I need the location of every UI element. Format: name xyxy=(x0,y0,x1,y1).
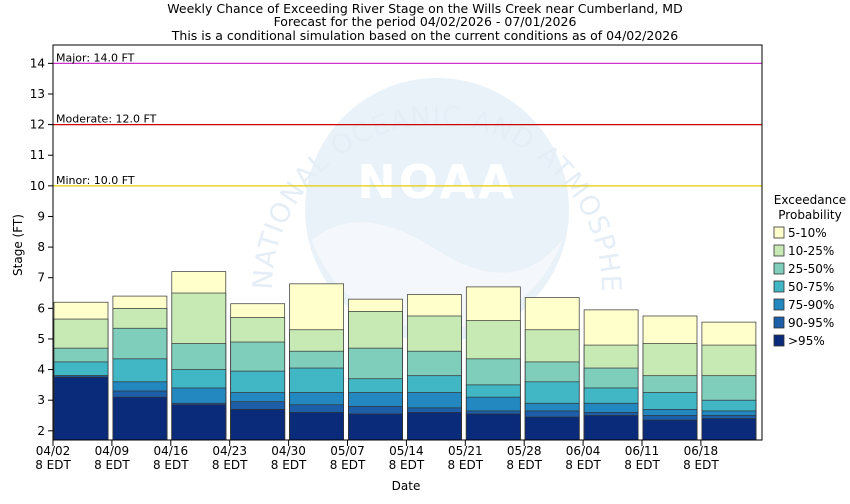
y-tick-label: 6 xyxy=(37,301,45,315)
legend-swatch xyxy=(773,262,785,275)
y-tick-label: 11 xyxy=(30,148,45,162)
chart-title: Weekly Chance of Exceeding River Stage o… xyxy=(167,1,682,43)
x-tick-label-date: 04/02 xyxy=(36,444,71,458)
x-tick-label-date: 04/09 xyxy=(95,444,130,458)
y-tick-label: 4 xyxy=(37,363,45,377)
bar-segment xyxy=(583,415,639,441)
x-tick-label-date: 05/21 xyxy=(448,444,483,458)
x-tick-label-date: 06/18 xyxy=(684,444,719,458)
threshold-label: Major: 14.0 FT xyxy=(56,51,135,64)
x-tick-label-time: 8 EDT xyxy=(447,458,483,472)
bar-segment xyxy=(171,404,227,441)
bar-segment xyxy=(230,409,286,441)
x-tick-label-date: 05/28 xyxy=(507,444,542,458)
bar-segment xyxy=(524,416,580,441)
x-tick-label-time: 8 EDT xyxy=(94,458,130,472)
legend-label: 10-25% xyxy=(788,244,834,258)
y-tick-label: 13 xyxy=(30,87,45,101)
x-tick-label-time: 8 EDT xyxy=(565,458,601,472)
x-tick-label-time: 8 EDT xyxy=(506,458,542,472)
legend-label: 75-90% xyxy=(788,298,834,312)
legend-label: 50-75% xyxy=(788,280,834,294)
threshold-label: Moderate: 12.0 FT xyxy=(56,113,157,126)
threshold-label: Minor: 10.0 FT xyxy=(56,174,135,187)
x-tick-label-time: 8 EDT xyxy=(153,458,189,472)
x-tick-label-date: 04/23 xyxy=(212,444,247,458)
legend-title-line-2: Probability xyxy=(778,208,841,222)
y-tick-label: 10 xyxy=(30,179,45,193)
bar-segment xyxy=(289,412,344,441)
y-tick-label: 3 xyxy=(37,393,45,407)
bar-segment xyxy=(465,413,521,441)
x-axis-label: Date xyxy=(392,479,421,493)
x-tick-label-time: 8 EDT xyxy=(271,458,307,472)
chart-title-line-1: Weekly Chance of Exceeding River Stage o… xyxy=(167,1,682,16)
legend-label: 25-50% xyxy=(788,262,834,276)
x-tick-label-date: 04/30 xyxy=(271,444,306,458)
bar-segment xyxy=(112,396,168,441)
bar-segment xyxy=(701,418,757,441)
x-tick-label-date: 05/14 xyxy=(389,444,424,458)
x-tick-label-date: 06/04 xyxy=(566,444,601,458)
bar-segment xyxy=(407,412,462,441)
legend: Exceedance Probability 5-10% 10-25% 25-50%… xyxy=(773,193,846,348)
chart-title-line-2: Forecast for the period 04/02/2026 - 07/… xyxy=(274,14,577,29)
threshold-lines: Major: 14.0 FT Moderate: 12.0 FT Minor: 10… xyxy=(53,51,762,187)
x-tick-label-time: 8 EDT xyxy=(330,458,366,472)
y-tick-label: 5 xyxy=(37,332,45,346)
noaa-logo-text: NOAA xyxy=(357,155,517,209)
y-axis-label: Stage (FT) xyxy=(11,214,25,276)
y-tick-label: 8 xyxy=(37,240,45,254)
y-tick-label: 9 xyxy=(37,209,45,223)
bars xyxy=(53,271,757,441)
legend-swatch xyxy=(773,280,785,293)
legend-swatch xyxy=(773,316,785,329)
x-tick-label-time: 8 EDT xyxy=(35,458,71,472)
legend-label: >95% xyxy=(788,334,825,348)
chart-title-line-3: This is a conditional simulation based o… xyxy=(171,28,678,43)
x-tick-label-time: 8 EDT xyxy=(683,458,719,472)
legend-swatch xyxy=(773,244,785,257)
x-tick-label-time: 8 EDT xyxy=(389,458,425,472)
legend-swatch xyxy=(773,226,785,239)
plot-frame xyxy=(52,44,763,441)
y-tick-label: 7 xyxy=(37,271,45,285)
x-tick-label-date: 04/16 xyxy=(154,444,189,458)
x-tick-label-time: 8 EDT xyxy=(212,458,248,472)
legend-swatch xyxy=(773,298,785,311)
bar-segment xyxy=(53,376,109,441)
x-tick-label-date: 05/07 xyxy=(330,444,365,458)
x-tick-label-date: 06/11 xyxy=(625,444,660,458)
bar-segment xyxy=(348,413,403,441)
x-tick-label-time: 8 EDT xyxy=(624,458,660,472)
y-tick-label: 14 xyxy=(30,56,45,70)
y-tick-label: 2 xyxy=(37,424,45,438)
legend-title-line-1: Exceedance xyxy=(774,193,846,207)
legend-label: 5-10% xyxy=(788,226,827,240)
bar-segment xyxy=(642,419,698,441)
y-tick-label: 12 xyxy=(30,118,45,132)
legend-swatch xyxy=(773,334,785,347)
legend-label: 90-95% xyxy=(788,316,834,330)
legend-items: 5-10% 10-25% 25-50% 50-75% 75-90% 90-95% >95% xyxy=(773,226,834,348)
